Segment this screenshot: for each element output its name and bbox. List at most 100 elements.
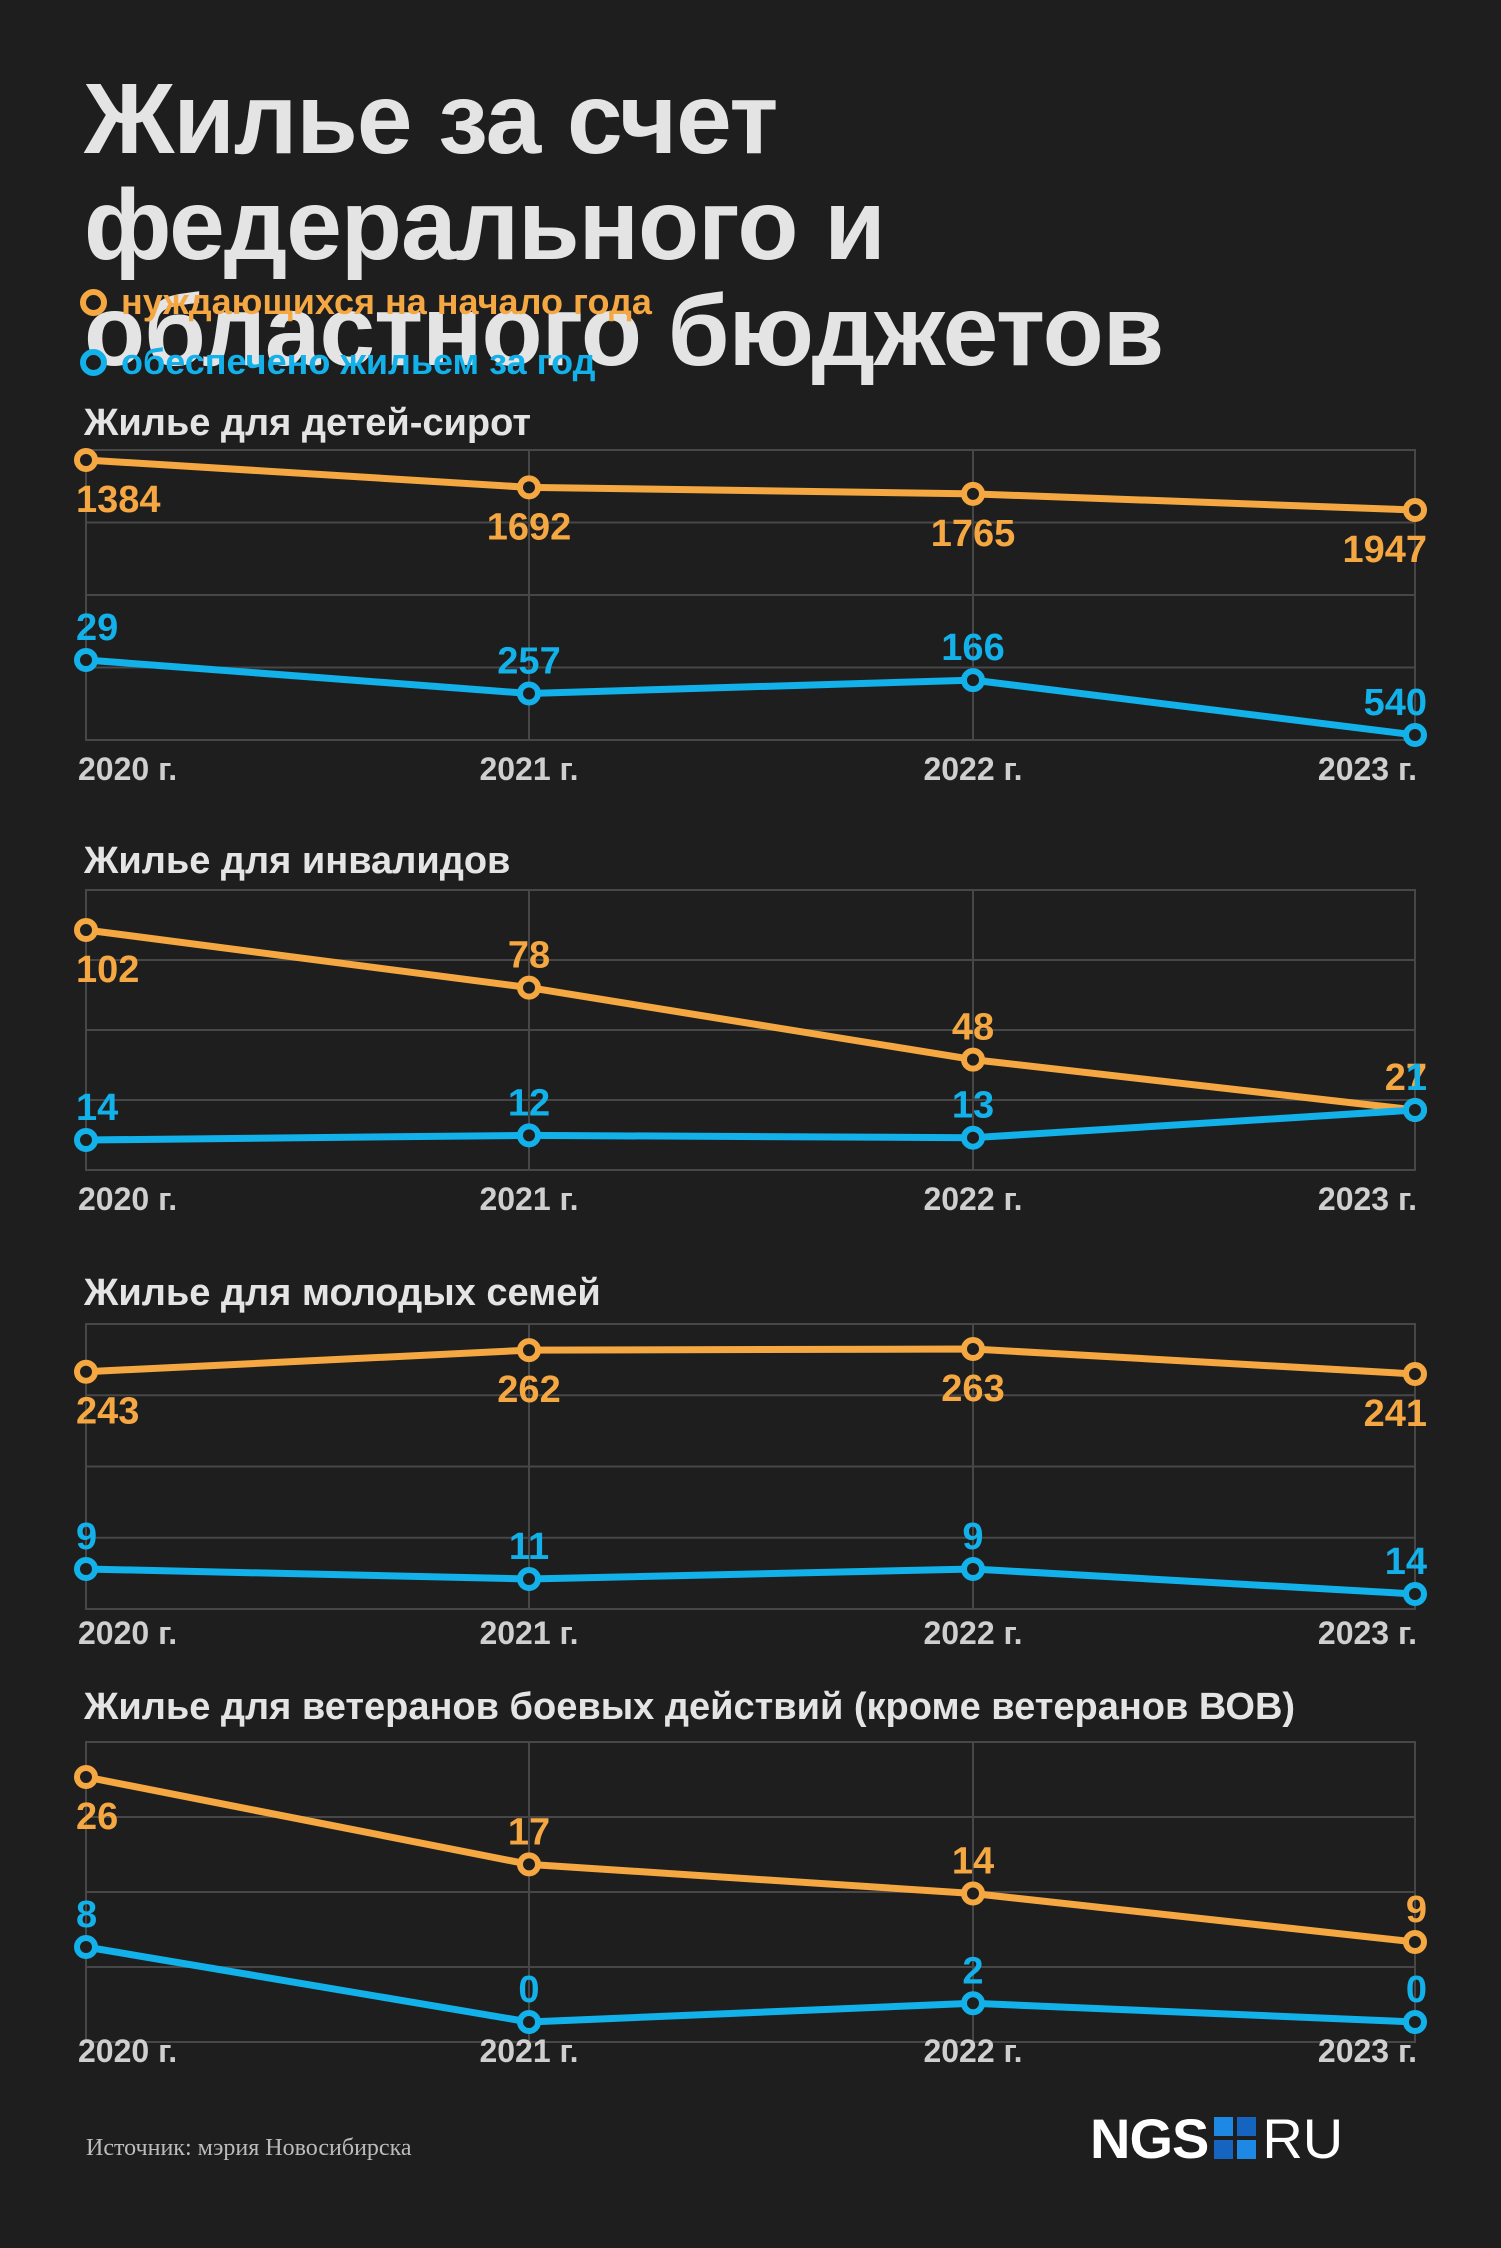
x-tick-label-2020: 2020 г. <box>78 2033 177 2069</box>
data-label-provided-2021: 257 <box>497 640 560 682</box>
x-tick-label-2023: 2023 г. <box>1318 751 1417 787</box>
chart-veterans: 26 17 14 9 8 0 2 0 2020 г. 2021 г. 2022 г. 2023 г. <box>74 1741 1427 2069</box>
x-tick-label-2020: 2020 г. <box>78 751 177 787</box>
chart-orphans: 1384 1692 1765 1947 29 257 166 540 2020 г. 2021 г… <box>74 448 1427 787</box>
grid-veterans <box>85 1741 1416 2043</box>
series-line-provided-disabled <box>85 1106 1416 1144</box>
point-provided-2020 <box>74 1128 98 1152</box>
point-provided-2022 <box>961 1557 985 1581</box>
data-label-needing-2020: 102 <box>76 949 139 991</box>
point-needing-2020 <box>74 1765 98 1789</box>
x-tick-label-2023: 2023 г. <box>1318 1181 1417 1217</box>
data-label-provided-2021: 0 <box>518 1969 539 2011</box>
point-provided-2022 <box>961 1125 985 1150</box>
legend-marker-needing <box>80 288 107 316</box>
point-provided-2023 <box>1403 2010 1427 2034</box>
grid-disabled <box>85 889 1416 1171</box>
chart-disabled: 102 78 48 27 14 12 13 1 2020 г. 2021 г. 2022 г. 202… <box>74 889 1427 1217</box>
point-provided-2021 <box>517 1123 541 1148</box>
point-provided-2022 <box>961 1991 985 2016</box>
point-provided-2021 <box>517 2010 541 2034</box>
logo-brand: NGS <box>1090 2106 1209 2170</box>
x-tick-label-2022: 2022 г. <box>923 1181 1022 1217</box>
chart-title-orphans: Жилье для детей-сирот <box>84 402 531 444</box>
chart-young-families: 243 262 263 241 9 11 9 14 2020 г. 2021 г. 2022 г. 2… <box>74 1323 1427 1651</box>
point-provided-2021 <box>517 681 541 706</box>
data-label-needing-2023: 27 <box>1385 1057 1427 1099</box>
logo-domain: RU <box>1262 2106 1344 2170</box>
data-label-needing-2022: 14 <box>952 1840 994 1882</box>
chart-title-young-families: Жилье для молодых семей <box>84 1272 601 1314</box>
data-label-provided-2022: 2 <box>962 1950 983 1992</box>
x-tick-label-2022: 2022 г. <box>923 2033 1022 2069</box>
series-line-needing-young-families <box>85 1345 1416 1378</box>
grid-young-families <box>85 1323 1416 1610</box>
data-label-provided-2023: 0 <box>1406 1969 1427 2011</box>
point-needing-2022 <box>961 1047 985 1072</box>
legend-marker-provided <box>80 348 107 376</box>
series-line-provided-young-families <box>85 1565 1416 1598</box>
data-label-needing-2023: 241 <box>1364 1393 1427 1435</box>
x-tick-label-2021: 2021 г. <box>479 1181 578 1217</box>
x-tick-label-2020: 2020 г. <box>78 1615 177 1651</box>
page-title: Жилье за счет федерального и областного … <box>84 63 1164 387</box>
point-needing-2022 <box>961 1881 985 1906</box>
data-label-needing-2022: 1765 <box>931 513 1016 555</box>
point-needing-2020 <box>74 918 98 942</box>
legend-item-needing: нуждающихся на начало года <box>80 281 652 322</box>
series-line-provided-orphans <box>85 656 1416 739</box>
data-label-provided-2022: 9 <box>962 1516 983 1558</box>
point-needing-2020 <box>74 1359 98 1384</box>
point-needing-2022 <box>961 481 985 506</box>
point-provided-2023 <box>1403 1098 1427 1122</box>
point-provided-2020 <box>74 648 98 672</box>
point-needing-2021 <box>517 975 541 1000</box>
point-needing-2020 <box>74 448 98 472</box>
x-tick-label-2020: 2020 г. <box>78 1181 177 1217</box>
x-tick-label-2023: 2023 г. <box>1318 1615 1417 1651</box>
data-label-provided-2023: 14 <box>1385 1541 1427 1583</box>
x-tick-label-2021: 2021 г. <box>479 751 578 787</box>
x-tick-label-2022: 2022 г. <box>923 751 1022 787</box>
point-provided-2023 <box>1403 723 1427 747</box>
chart-title-disabled: Жилье для инвалидов <box>84 840 511 882</box>
point-provided-2020 <box>74 1935 98 1959</box>
legend-label-provided: обеспечено жильем за год <box>121 341 596 382</box>
logo-square-icon <box>1214 2117 1257 2159</box>
series-line-needing-orphans <box>85 456 1416 514</box>
x-tick-label-2023: 2023 г. <box>1318 2033 1417 2069</box>
point-needing-2023 <box>1403 1362 1427 1386</box>
series-line-needing-veterans <box>85 1773 1416 1946</box>
data-label-needing-2023: 1947 <box>1342 529 1427 571</box>
x-tick-label-2022: 2022 г. <box>923 1615 1022 1651</box>
point-provided-2020 <box>74 1557 98 1581</box>
series-line-needing-disabled <box>85 926 1416 1114</box>
point-provided-2023 <box>1403 1582 1427 1606</box>
point-needing-2023 <box>1403 498 1427 522</box>
data-label-needing-2021: 17 <box>508 1811 550 1853</box>
data-label-needing-2020: 243 <box>76 1391 139 1433</box>
data-label-needing-2023: 9 <box>1406 1889 1427 1931</box>
ngs-logo: NGS RU <box>1090 2106 1344 2170</box>
data-label-needing-2021: 1692 <box>487 506 572 548</box>
data-label-provided-2022: 13 <box>952 1085 994 1127</box>
data-label-needing-2020: 26 <box>76 1796 118 1838</box>
point-needing-2021 <box>517 1338 541 1363</box>
data-label-provided-2020: 9 <box>76 1516 97 1558</box>
data-label-provided-2021: 11 <box>509 1526 549 1568</box>
series-line-provided-veterans <box>85 1943 1416 2026</box>
point-needing-2021 <box>517 475 541 500</box>
chart-title-veterans: Жилье для ветеранов боевых действий (кро… <box>84 1686 1296 1728</box>
point-needing-2021 <box>517 1852 541 1877</box>
point-provided-2021 <box>517 1567 541 1591</box>
legend-item-provided: обеспечено жильем за год <box>80 341 652 382</box>
point-needing-2022 <box>961 1337 985 1361</box>
data-label-needing-2022: 48 <box>952 1007 994 1049</box>
legend-label-needing: нуждающихся на начало года <box>121 281 652 322</box>
data-label-provided-2022: 166 <box>941 627 1004 669</box>
data-label-needing-2020: 1384 <box>76 479 161 521</box>
legend: нуждающихся на начало года обеспечено жи… <box>80 281 652 382</box>
data-label-provided-2023: 1 <box>1406 1057 1427 1099</box>
data-label-provided-2023: 540 <box>1364 682 1427 724</box>
data-label-provided-2020: 29 <box>76 607 118 649</box>
